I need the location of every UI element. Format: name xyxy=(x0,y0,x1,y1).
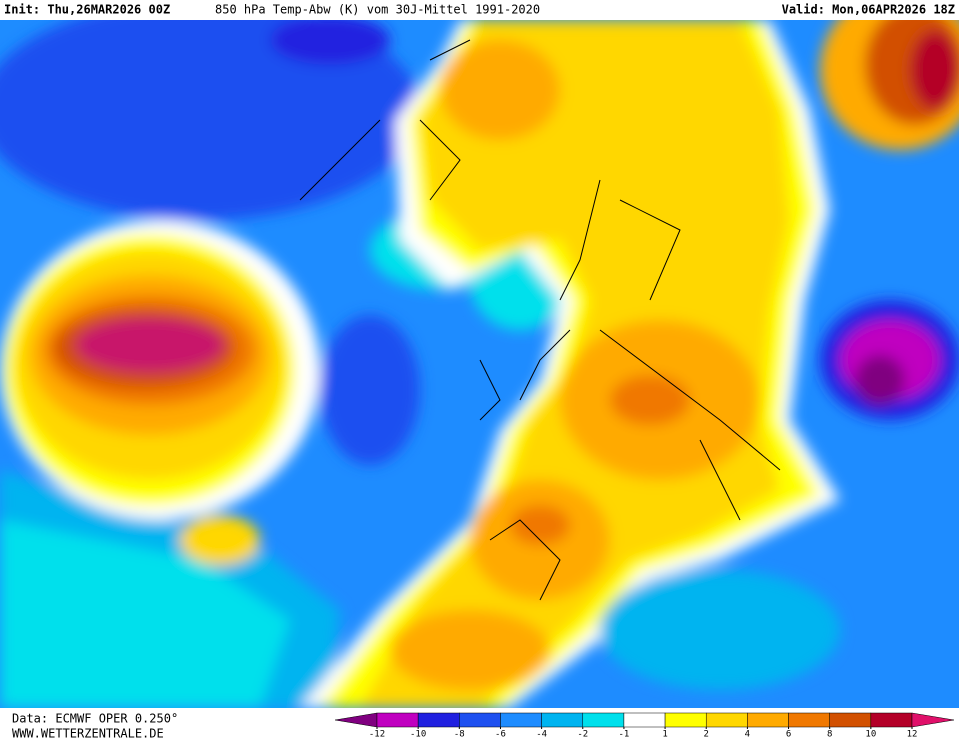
colorbar-arrow xyxy=(334,712,378,728)
colorbar-swatch xyxy=(459,712,501,728)
colorbar-swatch xyxy=(541,712,584,728)
colorbar-tick-label: -10 xyxy=(410,730,426,740)
colorbar: -12 -10 -8 -6 -4 -2 -1 1 2 4 6 8 10 12 xyxy=(334,712,955,740)
colorbar-swatch xyxy=(582,712,625,728)
colorbar-tick-label: 1 xyxy=(662,730,667,740)
colorbar-swatch xyxy=(664,712,707,728)
colorbar-swatch xyxy=(417,712,460,728)
init-label: Init: Thu,26MAR2026 00Z xyxy=(4,3,170,17)
colorbar-tick-label: -6 xyxy=(495,730,506,740)
map-title: 850 hPa Temp-Abw (K) vom 30J-Mittel 1991… xyxy=(215,3,540,17)
colorbar-tick-label: 6 xyxy=(786,730,791,740)
coastline xyxy=(299,39,781,601)
valid-label: Valid: Mon,06APR2026 18Z xyxy=(782,3,955,17)
colorbar-swatch xyxy=(788,712,830,728)
colorbar-swatch xyxy=(705,712,748,728)
colorbar-tick-label: -1 xyxy=(619,730,630,740)
colorbar-tick-label: 12 xyxy=(907,730,918,740)
colorbar-tick-label: 4 xyxy=(745,730,750,740)
colorbar-swatch xyxy=(500,712,542,728)
map xyxy=(0,20,959,708)
colorbar-swatch xyxy=(829,712,872,728)
colorbar-arrow xyxy=(911,712,955,728)
colorbar-swatch xyxy=(623,712,666,728)
website: WWW.WETTERZENTRALE.DE xyxy=(12,727,164,741)
colorbar-tick-label: -4 xyxy=(536,730,547,740)
colorbar-tick-label: -2 xyxy=(577,730,588,740)
colorbar-swatch xyxy=(747,712,789,728)
colorbar-tick-label: 2 xyxy=(704,730,709,740)
colorbar-tick-label: 8 xyxy=(827,730,832,740)
colorbar-swatch xyxy=(376,712,419,728)
colorbar-tick-label: -12 xyxy=(369,730,385,740)
colorbar-tick-label: -8 xyxy=(454,730,465,740)
data-source: Data: ECMWF OPER 0.250° xyxy=(12,712,178,726)
colorbar-tick-label: 10 xyxy=(865,730,876,740)
colorbar-swatch xyxy=(870,712,913,728)
